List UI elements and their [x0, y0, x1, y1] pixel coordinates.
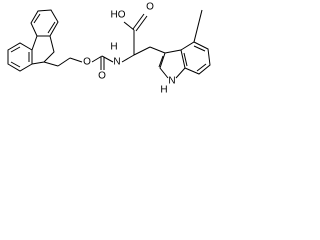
- atom-label: HO: [111, 10, 126, 21]
- bond: [193, 9, 203, 43]
- bond: [196, 63, 207, 72]
- bond: [69, 57, 83, 63]
- bond: [123, 21, 135, 31]
- atom-label: H: [110, 42, 117, 53]
- atom-label: N: [168, 76, 175, 87]
- bond: [121, 54, 135, 63]
- ring: [7, 42, 33, 72]
- bond: [33, 13, 41, 24]
- structure-diagram: HO O O O H N H N: [7, 2, 211, 96]
- bond: [43, 61, 59, 67]
- atom-label: O: [146, 2, 154, 13]
- bond: [10, 61, 21, 68]
- page: HO O O O H N H N (() => { const data = J…: [0, 0, 223, 100]
- bond: [193, 45, 206, 52]
- bond: [57, 57, 71, 67]
- bond: [47, 21, 56, 34]
- bond: [183, 52, 188, 67]
- bonds: [7, 9, 211, 79]
- bond: [91, 55, 103, 63]
- ring: [159, 52, 169, 79]
- bond: [149, 46, 166, 54]
- bond: [158, 55, 164, 68]
- atom-label: O: [98, 71, 106, 82]
- atom-label: N: [113, 57, 120, 68]
- bond: [175, 67, 186, 79]
- ring: [180, 41, 211, 75]
- ring: [30, 9, 59, 37]
- bond: [10, 46, 21, 53]
- ring: [31, 35, 55, 65]
- atom-label: O: [83, 57, 91, 68]
- bond: [135, 15, 148, 32]
- atom-label: H: [160, 85, 167, 96]
- ring: [164, 49, 186, 69]
- bond: [133, 46, 151, 56]
- bond: [132, 13, 145, 30]
